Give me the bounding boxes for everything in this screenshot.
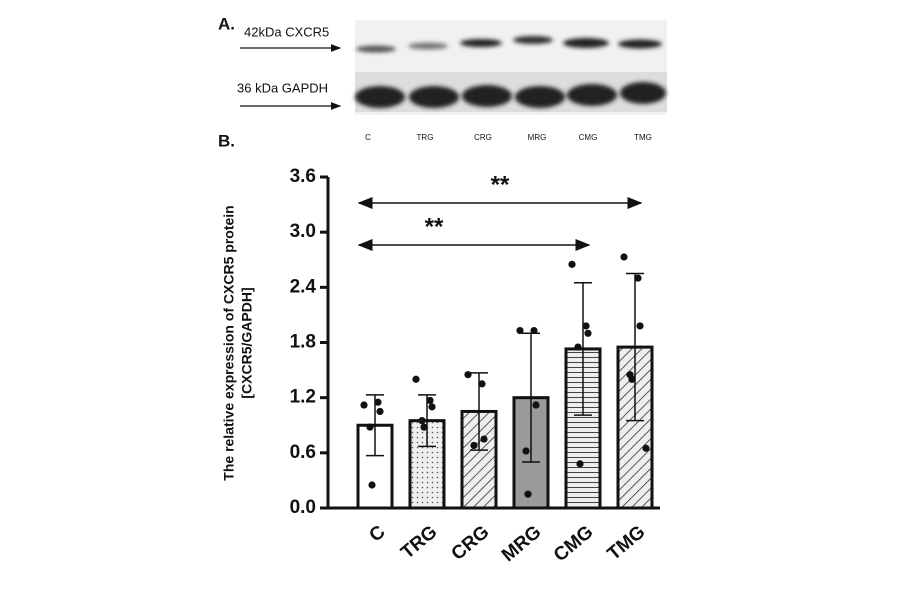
data-point [636, 322, 644, 330]
data-point [620, 253, 628, 261]
significance-label: ** [491, 171, 510, 198]
lane-label: TRG [417, 133, 434, 142]
y-tick-label: 3.6 [290, 166, 316, 187]
x-tick-label: CRG [448, 522, 494, 565]
data-point [426, 396, 434, 405]
data-point [576, 460, 584, 468]
y-axis-label: The relative expression of CXCR5 protein [221, 205, 237, 480]
blot-label: 36 kDa GAPDH [237, 80, 328, 95]
blot-image [355, 20, 667, 115]
y-tick-label: 1.8 [290, 332, 316, 353]
data-point [584, 329, 592, 337]
y-axis-label: [CXCR5/GAPDH] [239, 287, 255, 398]
data-point [568, 260, 576, 268]
data-point [376, 407, 384, 416]
data-point [532, 401, 540, 409]
data-point [412, 375, 420, 383]
data-point [420, 423, 428, 431]
panel-label: A. [218, 14, 235, 33]
data-point [530, 326, 538, 335]
panel-label: B. [218, 131, 235, 150]
data-point [628, 375, 636, 383]
data-point [642, 444, 650, 452]
data-point [582, 322, 590, 330]
y-tick-label: 3.0 [290, 221, 316, 242]
data-point [516, 326, 524, 335]
data-point [522, 447, 530, 455]
y-tick-label: 1.2 [290, 387, 316, 408]
data-point [418, 417, 426, 425]
y-tick-label: 0.0 [290, 497, 316, 518]
lane-label: CMG [579, 133, 598, 142]
data-point [366, 423, 374, 431]
data-point [634, 274, 642, 282]
data-point [478, 380, 486, 388]
significance-label: ** [425, 213, 444, 240]
lane-label: CRG [474, 133, 492, 142]
lane-label: MRG [528, 133, 547, 142]
x-tick-label: MRG [498, 522, 545, 567]
data-point [374, 398, 382, 406]
lane-label: C [365, 133, 371, 142]
data-point [368, 481, 376, 489]
lane-label: TMG [634, 133, 652, 142]
data-point [574, 343, 582, 351]
x-tick-label: TMG [604, 522, 650, 565]
data-point [470, 441, 478, 450]
x-tick-label: TRG [397, 522, 441, 564]
x-tick-label: CMG [550, 522, 597, 567]
data-point [464, 371, 472, 379]
blot-label: 42kDa CXCR5 [244, 24, 329, 39]
y-tick-label: 2.4 [290, 276, 317, 297]
data-point [360, 401, 368, 409]
data-point [428, 403, 436, 411]
y-tick-label: 0.6 [290, 442, 316, 463]
data-point [524, 490, 532, 498]
x-tick-label: C [365, 521, 389, 546]
data-point [480, 435, 488, 443]
